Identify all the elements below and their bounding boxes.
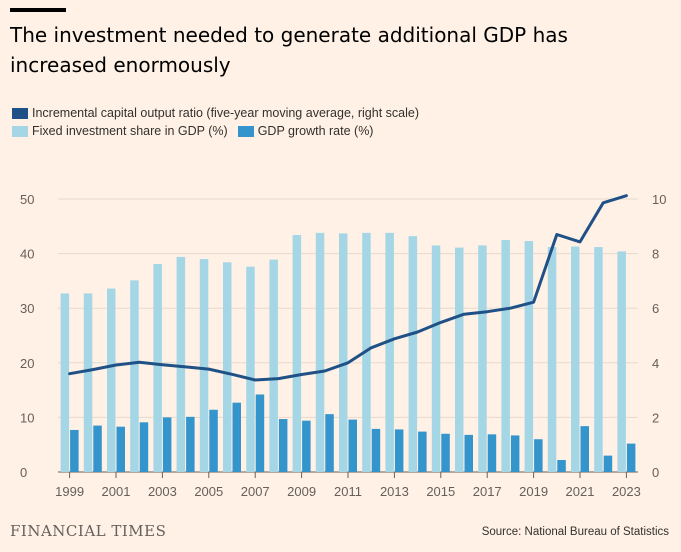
y-tick-label-right: 0 xyxy=(652,465,659,480)
y-tick-label-left: 30 xyxy=(20,301,34,316)
bar-investment-share xyxy=(339,233,348,472)
bar-gdp-growth xyxy=(534,439,543,472)
bar-gdp-growth xyxy=(394,429,404,472)
x-tick-label: 2013 xyxy=(380,484,409,499)
bar-investment-share xyxy=(431,245,441,472)
bar-gdp-growth xyxy=(186,416,195,472)
x-tick-label: 2017 xyxy=(473,484,502,499)
bar-investment-share xyxy=(501,239,510,472)
bar-investment-share xyxy=(571,246,580,472)
y-tick-label-right: 4 xyxy=(652,356,659,371)
x-tick-label: 2003 xyxy=(148,484,177,499)
bar-gdp-growth xyxy=(557,459,566,472)
bar-investment-share xyxy=(408,236,418,472)
bar-investment-share xyxy=(385,232,394,472)
y-tick-label-left: 10 xyxy=(20,410,34,425)
legend-label-investment: Fixed investment share in GDP (%) xyxy=(32,124,228,138)
bar-investment-share xyxy=(269,259,278,472)
bar-gdp-growth xyxy=(580,426,589,472)
bar-gdp-growth xyxy=(139,422,149,472)
y-tick-label-left: 50 xyxy=(20,192,34,207)
x-tick-label: 2011 xyxy=(334,484,362,499)
chart-title: The investment needed to generate additi… xyxy=(10,23,568,77)
bar-investment-share xyxy=(617,251,626,472)
x-tick-label: 2021 xyxy=(566,484,595,499)
legend-label-gdp-growth: GDP growth rate (%) xyxy=(257,124,374,138)
line-icor xyxy=(68,194,628,382)
source-note: Source: National Bureau of Statistics xyxy=(481,526,669,538)
bar-gdp-growth xyxy=(209,409,218,472)
bar-investment-share xyxy=(455,247,464,472)
bar-investment-share xyxy=(478,245,487,472)
bar-investment-share xyxy=(547,247,557,472)
bar-gdp-growth xyxy=(116,426,125,472)
y-tick-label-right: 8 xyxy=(652,247,659,262)
y-tick-label-left: 20 xyxy=(20,356,34,371)
bar-investment-share xyxy=(315,232,325,472)
bar-gdp-growth xyxy=(325,414,334,472)
brand-topbar xyxy=(10,8,66,12)
legend-swatch-gdp-growth xyxy=(237,125,254,137)
y-tick-label-left: 0 xyxy=(20,465,27,480)
chart-legend: Incremental capital output ratio (five-y… xyxy=(12,104,429,140)
bar-gdp-growth xyxy=(255,394,265,472)
bar-gdp-growth xyxy=(348,419,357,472)
bar-gdp-growth xyxy=(371,428,381,472)
bar-investment-share xyxy=(60,293,70,472)
ft-logo: FINANCIAL TIMES xyxy=(10,522,167,540)
chart-plot: 0 10 20 30 40 50 0 2 4 6 8 10 1999 2001 2003 2005 2007 20… xyxy=(20,192,666,499)
legend-item-gdp-growth: GDP growth rate (%) xyxy=(237,124,374,138)
bar-investment-share xyxy=(153,263,162,472)
y-tick-label-right: 10 xyxy=(652,192,666,207)
bar-investment-share xyxy=(594,247,603,472)
bar-gdp-growth xyxy=(162,417,172,472)
bar-investment-share xyxy=(83,293,93,472)
y-tick-label-left: 40 xyxy=(20,247,34,262)
bar-gdp-growth xyxy=(626,443,636,472)
bar-gdp-growth xyxy=(510,435,520,472)
bar-investment-share xyxy=(223,262,232,472)
x-tick-label: 2009 xyxy=(287,484,316,499)
x-tick-label: 2019 xyxy=(519,484,548,499)
x-tick-label: 2007 xyxy=(241,484,270,499)
legend-swatch-icor xyxy=(12,107,28,119)
bar-gdp-growth xyxy=(441,433,450,472)
bar-investment-share xyxy=(524,241,534,472)
bar-gdp-growth xyxy=(418,431,427,472)
x-tick-label: 2005 xyxy=(194,484,223,499)
bar-investment-share xyxy=(176,256,186,472)
bar-gdp-growth xyxy=(278,419,288,472)
bar-investment-share xyxy=(199,259,209,472)
bar-gdp-growth xyxy=(487,434,497,472)
bar-gdp-growth xyxy=(464,434,473,472)
bar-gdp-growth xyxy=(603,455,613,472)
x-tick-label: 2015 xyxy=(426,484,455,499)
bar-investment-share xyxy=(292,235,302,472)
bar-investment-share xyxy=(107,288,116,472)
bar-gdp-growth xyxy=(70,429,79,472)
y-tick-label-right: 6 xyxy=(652,301,659,316)
legend-item-investment: Fixed investment share in GDP (%) xyxy=(12,124,228,138)
bar-gdp-growth xyxy=(232,402,241,472)
bar-gdp-growth xyxy=(302,420,311,472)
x-tick-label: 1999 xyxy=(55,484,84,499)
legend-label-icor: Incremental capital output ratio (five-y… xyxy=(32,106,419,120)
bar-gdp-growth xyxy=(93,425,102,472)
x-tick-label: 2001 xyxy=(102,484,131,499)
bar-investment-share xyxy=(246,266,255,472)
legend-item-icor: Incremental capital output ratio (five-y… xyxy=(12,106,419,120)
x-tick-label: 2023 xyxy=(612,484,641,499)
legend-swatch-investment xyxy=(12,125,28,137)
bar-investment-share xyxy=(130,280,139,472)
y-tick-label-right: 2 xyxy=(652,410,659,425)
